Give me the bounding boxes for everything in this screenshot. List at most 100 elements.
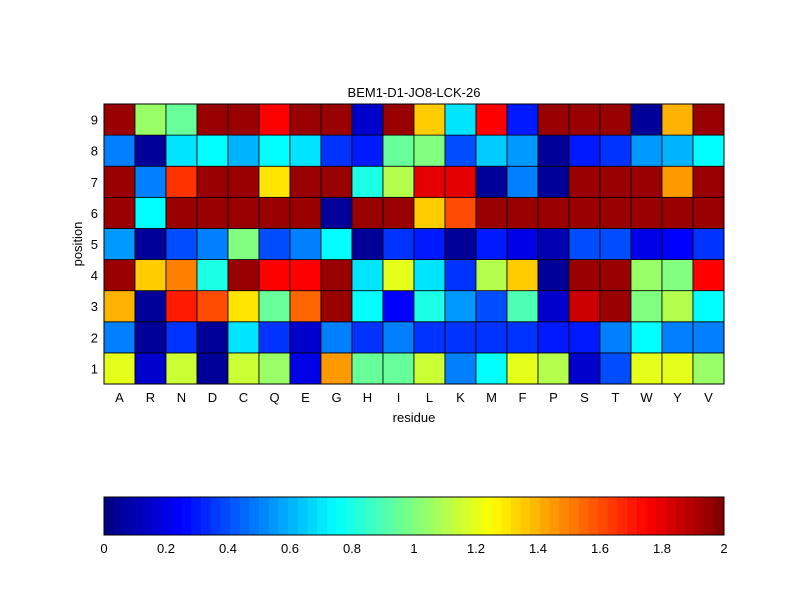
heatmap-cell (351, 321, 384, 354)
heatmap-cell (599, 103, 632, 136)
heatmap-cell (196, 290, 229, 323)
colorbar-segment (675, 497, 686, 535)
colorbar-segment (598, 497, 609, 535)
heatmap-cell (413, 134, 446, 167)
colorbar-segment (162, 497, 173, 535)
x-tick-label: T (612, 390, 620, 405)
heatmap-cell (258, 259, 291, 292)
heatmap-cell (227, 196, 260, 229)
x-tick-label: N (177, 390, 186, 405)
heatmap-cell (320, 259, 353, 292)
heatmap-cell (692, 165, 725, 198)
heatmap-cell (103, 321, 136, 354)
heatmap-cell (661, 134, 694, 167)
colorbar-segment (433, 497, 444, 535)
colorbar-segment (501, 497, 512, 535)
colorbar-segment (152, 497, 163, 535)
heatmap-cell (103, 290, 136, 323)
colorbar-segment (336, 497, 347, 535)
colorbar-segment (171, 497, 182, 535)
colorbar-segment (414, 497, 425, 535)
heatmap-cell (630, 165, 663, 198)
heatmap-cell (413, 228, 446, 260)
heatmap-cell (599, 165, 632, 198)
x-tick-label: S (580, 390, 589, 405)
colorbar-segment (607, 497, 618, 535)
heatmap-cell (661, 165, 694, 198)
colorbar-segment (365, 497, 376, 535)
colorbar-segment (617, 497, 628, 535)
colorbar-frame (103, 496, 725, 536)
heatmap-cell (537, 228, 570, 260)
heatmap-cell (134, 134, 167, 167)
colorbar-tick-label: 1.8 (653, 541, 671, 556)
heatmap-cell (289, 321, 322, 354)
heatmap-cell (320, 165, 353, 198)
colorbar-segment (665, 497, 676, 535)
heatmap-cell (599, 321, 632, 354)
x-tick-label: D (208, 390, 217, 405)
heatmap-cell (537, 165, 570, 198)
heatmap-cell (165, 259, 198, 292)
colorbar-segment (472, 497, 483, 535)
x-tick-label: V (704, 390, 713, 405)
heatmap-cell (320, 290, 353, 323)
colorbar-segment (297, 497, 308, 535)
x-tick-label: I (397, 390, 401, 405)
colorbar-segment (636, 497, 647, 535)
heatmap-cell (630, 259, 663, 292)
heatmap-cell (537, 259, 570, 292)
heatmap-cell (506, 259, 539, 292)
heatmap-cell (196, 228, 229, 260)
heatmap-cell (506, 321, 539, 354)
heatmap-cell (599, 290, 632, 323)
heatmap-cell (475, 321, 508, 354)
colorbar-segment (384, 497, 396, 535)
heatmap-cell (630, 103, 663, 136)
heatmap-cell (351, 259, 384, 292)
heatmap-cell (444, 259, 477, 292)
colorbar-tick-label: 0.2 (157, 541, 175, 556)
heatmap-cell (165, 165, 198, 198)
heatmap-cell (506, 352, 539, 385)
heatmap-cell (413, 165, 446, 198)
heatmap-cell (599, 352, 632, 385)
heatmap-cell (289, 228, 322, 260)
colorbar-segment (404, 497, 415, 535)
heatmap-cell (103, 352, 136, 385)
heatmap-cell (351, 103, 384, 136)
x-tick-label: F (519, 390, 527, 405)
heatmap-cell (258, 352, 291, 385)
heatmap-cell (568, 196, 601, 229)
heatmap-cell (289, 165, 322, 198)
colorbar-segment (326, 497, 337, 535)
colorbar-segment (491, 497, 502, 535)
heatmap-cell (475, 196, 508, 229)
heatmap-cell (382, 103, 415, 136)
colorbar-tick-label: 0.8 (343, 541, 361, 556)
heatmap-cell (382, 228, 415, 260)
heatmap-cell (103, 228, 136, 260)
colorbar-segment (278, 497, 289, 535)
colorbar-segment (539, 497, 551, 535)
colorbar-segment (481, 497, 492, 535)
colorbar-segment (317, 497, 328, 535)
heatmap-cell (475, 290, 508, 323)
colorbar-segment (704, 497, 715, 535)
colorbar-segment (559, 497, 570, 535)
heatmap-cell (165, 321, 198, 354)
colorbar-segment (462, 497, 473, 535)
heatmap-cell (196, 196, 229, 229)
heatmap-cell (320, 134, 353, 167)
heatmap-cell (661, 228, 694, 260)
heatmap-cells (103, 103, 725, 385)
heatmap-cell (165, 103, 198, 136)
colorbar-segment (142, 497, 153, 535)
heatmap-cell (537, 134, 570, 167)
heatmap-cell (475, 259, 508, 292)
colorbar-segment (520, 497, 531, 535)
heatmap-cell (537, 321, 570, 354)
colorbar-segment (578, 497, 589, 535)
